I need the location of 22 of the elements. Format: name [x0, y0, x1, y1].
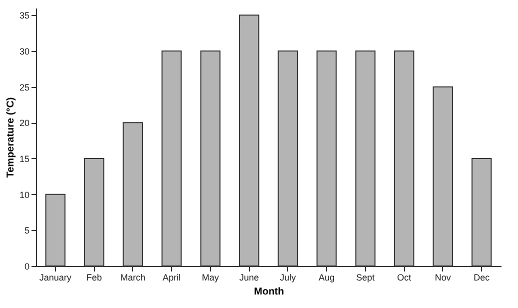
y-tick-label: 0 [24, 262, 30, 272]
y-tick-label: 5 [24, 226, 30, 236]
y-tick-label: 30 [19, 46, 30, 56]
y-tick-label: 10 [19, 190, 30, 200]
x-tick-label: Sept [356, 272, 376, 282]
y-tick-label: 15 [19, 154, 30, 164]
x-tick-label: March [120, 272, 146, 282]
y-tick-label: 20 [19, 118, 30, 128]
x-tick-label: Feb [86, 272, 102, 282]
x-tick-label: April [162, 272, 181, 282]
y-tick-label: 25 [19, 82, 30, 92]
y-axis-title: Temperature (°C) [5, 97, 16, 178]
x-tick-label: Dec [474, 272, 490, 282]
x-tick-label: Oct [397, 272, 412, 282]
x-tick-label: May [202, 272, 220, 282]
y-tick-label: 35 [19, 10, 30, 21]
x-tick-label: July [280, 272, 296, 282]
x-axis-title: Month [254, 286, 284, 298]
x-tick-label: June [239, 272, 259, 282]
x-tick-label: January [39, 272, 72, 282]
x-tick-label: Aug [318, 272, 335, 282]
x-tick-label: Nov [434, 272, 452, 282]
